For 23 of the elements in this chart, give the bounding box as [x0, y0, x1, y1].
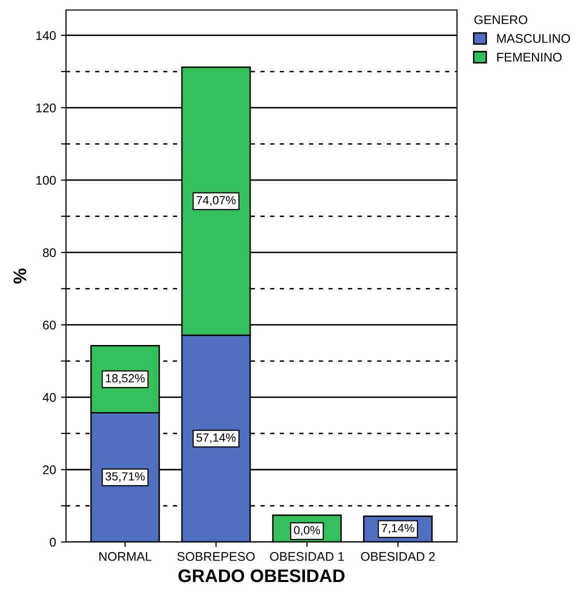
data-label: 0,0% [294, 526, 320, 536]
data-label: 35,71% [106, 472, 145, 482]
y-tick-label: 60 [43, 320, 56, 330]
y-tick-label: 20 [43, 465, 56, 474]
x-tick-label: OBESIDAD 2 [360, 552, 435, 561]
y-axis-title: % [14, 268, 26, 284]
legend-title: GENERO [474, 15, 528, 24]
y-tick-label: 120 [36, 104, 56, 112]
x-tick-label: NORMAL [99, 552, 152, 561]
y-tick-label: 0 [50, 538, 56, 547]
y-tick-label: 40 [42, 393, 56, 402]
data-label: 18,52% [106, 374, 145, 384]
data-label: 74,07% [196, 196, 236, 206]
data-label: 7,14% [382, 524, 414, 534]
x-tick-label: SOBREPESO [177, 552, 255, 561]
legend-label: MASCULINO [497, 34, 570, 43]
y-tick-label: 80 [42, 248, 56, 258]
x-tick-label: OBESIDAD 1 [270, 552, 344, 561]
legend-label: FEMENINO [497, 52, 562, 62]
y-tick-label: 100 [36, 176, 56, 185]
x-axis-title: GRADO OBESIDAD [178, 569, 345, 582]
y-tick-label: 140 [36, 31, 56, 40]
data-label: 57,14% [196, 433, 236, 444]
